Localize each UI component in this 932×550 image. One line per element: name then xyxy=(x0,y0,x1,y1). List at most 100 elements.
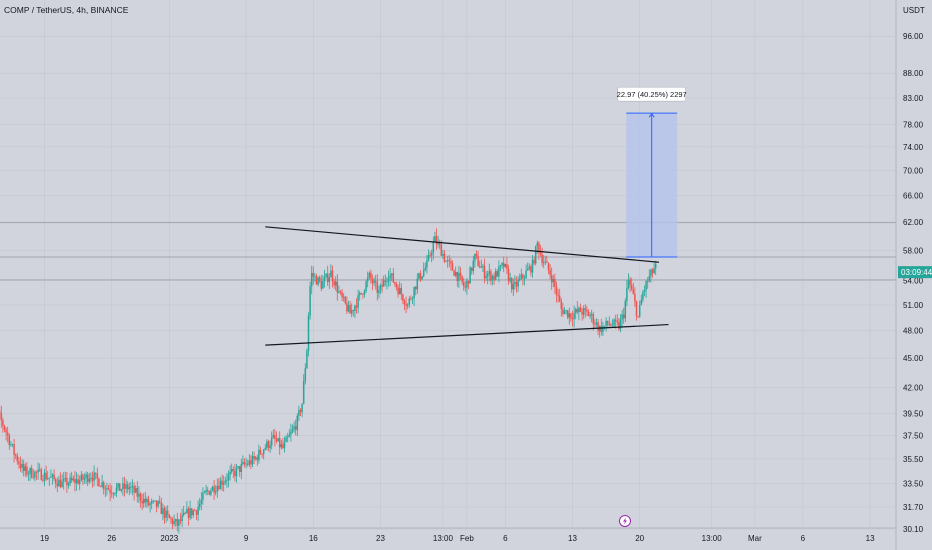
candle-up xyxy=(322,281,324,289)
candle-up xyxy=(523,278,526,279)
candle-down xyxy=(384,280,387,282)
candle-up xyxy=(283,441,286,448)
candle-down xyxy=(187,508,190,518)
candle-down xyxy=(592,314,595,324)
candle-up xyxy=(613,319,615,326)
candle-up xyxy=(514,282,516,284)
support-trendline[interactable] xyxy=(265,323,669,346)
candle-down xyxy=(144,498,147,503)
candle-down xyxy=(133,486,135,493)
price-range-label: 22.97 (40.25%) 2297 xyxy=(617,90,687,99)
price-tick-label: 35.50 xyxy=(903,455,924,464)
candle-down xyxy=(634,293,636,302)
candle-down xyxy=(123,483,126,489)
price-tick-label: 96.00 xyxy=(903,32,924,41)
candle-up xyxy=(93,472,95,481)
candle-up xyxy=(611,325,614,327)
candle-down xyxy=(546,261,548,263)
candle-up xyxy=(466,280,468,288)
time-tick-label: 13 xyxy=(866,534,875,543)
candle-up xyxy=(242,462,244,464)
candle-up xyxy=(203,491,206,494)
candle-down xyxy=(86,474,89,482)
candle-down xyxy=(362,293,364,295)
candle-up xyxy=(494,271,497,280)
candle-up xyxy=(230,469,233,472)
candle-up xyxy=(83,477,86,480)
candle-down xyxy=(451,263,454,271)
candle-down xyxy=(59,479,62,488)
candle-up xyxy=(131,486,134,488)
candle-down xyxy=(346,303,348,312)
candle-up xyxy=(189,508,191,518)
candle-down xyxy=(2,420,4,426)
candle-up xyxy=(309,286,311,316)
candle-up xyxy=(498,266,500,277)
drawing-tools[interactable]: 22.97 (40.25%) 2297 xyxy=(265,86,687,346)
time-axis[interactable]: 19 26 2023 9 16 23 13:00 Feb 6 13 20 13:00 Mar 6 13 xyxy=(40,534,875,543)
candle-down xyxy=(453,270,455,276)
candle-down xyxy=(400,287,403,295)
time-tick-label: 13:00 xyxy=(702,534,723,543)
candle-up xyxy=(323,277,326,282)
candle-down xyxy=(600,326,603,333)
candle-down xyxy=(571,318,574,320)
countdown-label: 03:09:44 xyxy=(901,268,932,277)
candle-down xyxy=(374,280,377,283)
candle-up xyxy=(469,267,471,284)
resistance-trendline[interactable] xyxy=(265,226,659,263)
currency-label: USDT xyxy=(903,6,925,15)
candle-up xyxy=(298,410,300,416)
time-tick-label: 23 xyxy=(376,534,385,543)
candle-down xyxy=(238,466,241,473)
candle-up xyxy=(334,281,337,286)
candle-down xyxy=(206,489,209,491)
current-price-tag[interactable] xyxy=(898,266,932,279)
price-tick-label: 74.00 xyxy=(903,143,924,152)
price-tick-label: 48.00 xyxy=(903,327,924,336)
candle-down xyxy=(349,305,351,314)
flash-icon[interactable] xyxy=(619,515,631,527)
price-tick-label: 70.00 xyxy=(903,166,924,175)
candle-up xyxy=(638,305,641,317)
candle-down xyxy=(547,262,550,271)
candle-up xyxy=(134,488,137,493)
candle-up xyxy=(330,270,332,278)
candle-down xyxy=(18,461,20,464)
candle-up xyxy=(482,265,484,268)
candle-down xyxy=(496,271,499,277)
candle-down xyxy=(435,236,438,245)
candle-up xyxy=(525,270,527,279)
price-axis[interactable]: 96.00 88.00 83.00 78.00 74.00 70.00 66.00 62.00… xyxy=(898,32,932,534)
candle-up xyxy=(314,276,316,277)
candle-down xyxy=(179,519,182,522)
candle-down xyxy=(395,284,398,288)
candle-down xyxy=(533,259,535,264)
candle-up xyxy=(486,273,489,277)
candle-down xyxy=(635,301,638,317)
candle-up xyxy=(534,246,537,264)
candle-down xyxy=(326,273,329,282)
candle-down xyxy=(450,261,452,264)
candle-up xyxy=(251,456,254,465)
candle-up xyxy=(48,477,51,479)
candle-up xyxy=(75,479,78,484)
candle-down xyxy=(195,510,198,515)
candle-down xyxy=(550,275,553,283)
candle-up xyxy=(43,472,46,481)
candle-up xyxy=(640,299,643,306)
candle-up xyxy=(363,290,366,295)
candle-up xyxy=(485,276,487,279)
candle-up xyxy=(389,274,391,279)
candle-down xyxy=(459,272,462,276)
candle-up xyxy=(373,280,375,284)
candle-down xyxy=(341,292,343,298)
price-tick-label: 58.00 xyxy=(903,246,924,255)
candle-up xyxy=(165,510,167,518)
candle-up xyxy=(354,305,356,312)
price-tick-label: 37.50 xyxy=(903,432,924,441)
candle-up xyxy=(162,508,164,515)
candle-down xyxy=(581,311,583,315)
